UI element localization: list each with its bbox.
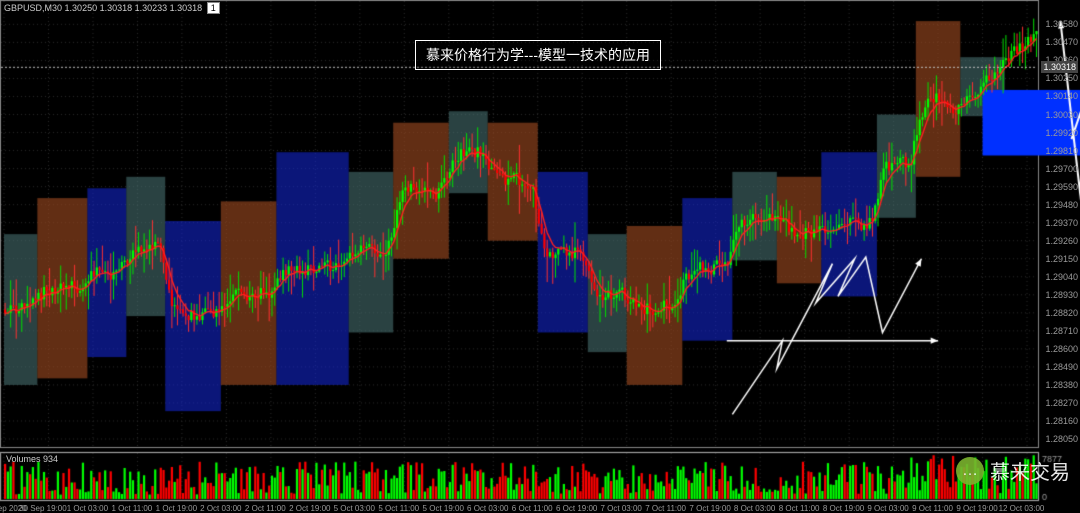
wechat-icon: … [956,457,984,485]
chart-container[interactable]: GBPUSD,M30 1.30250 1.30318 1.30233 1.303… [0,0,1080,513]
chart-title-box: 慕来价格行为学---模型一技术的应用 [415,40,661,70]
watermark-text: 慕来交易 [990,456,1070,485]
y-tick: 1.29700 [1045,164,1078,174]
y-tick: 1.28710 [1045,326,1078,336]
y-live-price: 1.30318 [1041,61,1078,73]
y-tick: 1.30470 [1045,37,1078,47]
x-tick: 5 Oct 19:00 [423,504,464,513]
volume-chart-canvas[interactable] [0,0,1080,513]
x-tick: 5 Oct 03:00 [334,504,375,513]
y-tick: 1.28380 [1045,380,1078,390]
y-tick: 1.29150 [1045,254,1078,264]
x-tick: 7 Oct 19:00 [689,504,730,513]
x-tick: 2 Oct 11:00 [245,504,286,513]
x-tick: 9 Oct 03:00 [867,504,908,513]
ticker-bar: GBPUSD,M30 1.30250 1.30318 1.30233 1.303… [4,2,220,14]
x-tick: 8 Oct 19:00 [823,504,864,513]
time-x-axis: 30 Sep 202030 Sep 19:001 Oct 03:001 Oct … [0,501,1038,513]
y-tick: 1.29480 [1045,200,1078,210]
x-tick: 12 Oct 03:00 [999,504,1045,513]
y-tick: 1.29040 [1045,272,1078,282]
x-tick: 8 Oct 11:00 [779,504,820,513]
x-tick: 1 Oct 03:00 [67,504,108,513]
x-tick: 9 Oct 19:00 [956,504,997,513]
ohlc-values: 1.30250 1.30318 1.30233 1.30318 [65,3,203,13]
x-tick: 9 Oct 11:00 [912,504,953,513]
x-tick: 2 Oct 03:00 [200,504,241,513]
y-tick: 1.28930 [1045,290,1078,300]
y-tick: 1.28820 [1045,308,1078,318]
y-tick: 1.29590 [1045,182,1078,192]
chart-badge[interactable]: 1 [207,2,220,14]
price-y-axis: 1.305801.304701.303601.302501.301401.300… [1038,0,1080,447]
y-tick: 1.28160 [1045,416,1078,426]
y-tick: 1.30030 [1045,110,1078,120]
x-tick: 6 Oct 19:00 [556,504,597,513]
x-tick: 1 Oct 19:00 [156,504,197,513]
y-tick: 1.29920 [1045,128,1078,138]
x-tick: 7 Oct 03:00 [600,504,641,513]
y-tick: 1.28600 [1045,344,1078,354]
x-tick: 6 Oct 11:00 [512,504,553,513]
y-tick: 1.29810 [1045,146,1078,156]
x-tick: 1 Oct 11:00 [111,504,152,513]
y-tick: 1.29370 [1045,218,1078,228]
watermark: … 慕来交易 [956,456,1070,485]
y-tick: 1.30580 [1045,19,1078,29]
symbol-label: GBPUSD,M30 [4,3,62,13]
chart-title-text: 慕来价格行为学---模型一技术的应用 [426,47,650,63]
y-tick: 1.28050 [1045,434,1078,444]
x-tick: 30 Sep 19:00 [19,504,67,513]
x-tick: 6 Oct 03:00 [467,504,508,513]
y-tick: 1.30140 [1045,91,1078,101]
y-tick: 1.28270 [1045,398,1078,408]
x-tick: 5 Oct 11:00 [378,504,419,513]
y-tick: 1.29260 [1045,236,1078,246]
y-tick: 1.30250 [1045,73,1078,83]
x-tick: 7 Oct 11:00 [645,504,686,513]
x-tick: 2 Oct 19:00 [289,504,330,513]
volume-label: Volumes 934 [6,454,58,464]
y-tick: 1.28490 [1045,362,1078,372]
x-tick: 8 Oct 03:00 [734,504,775,513]
